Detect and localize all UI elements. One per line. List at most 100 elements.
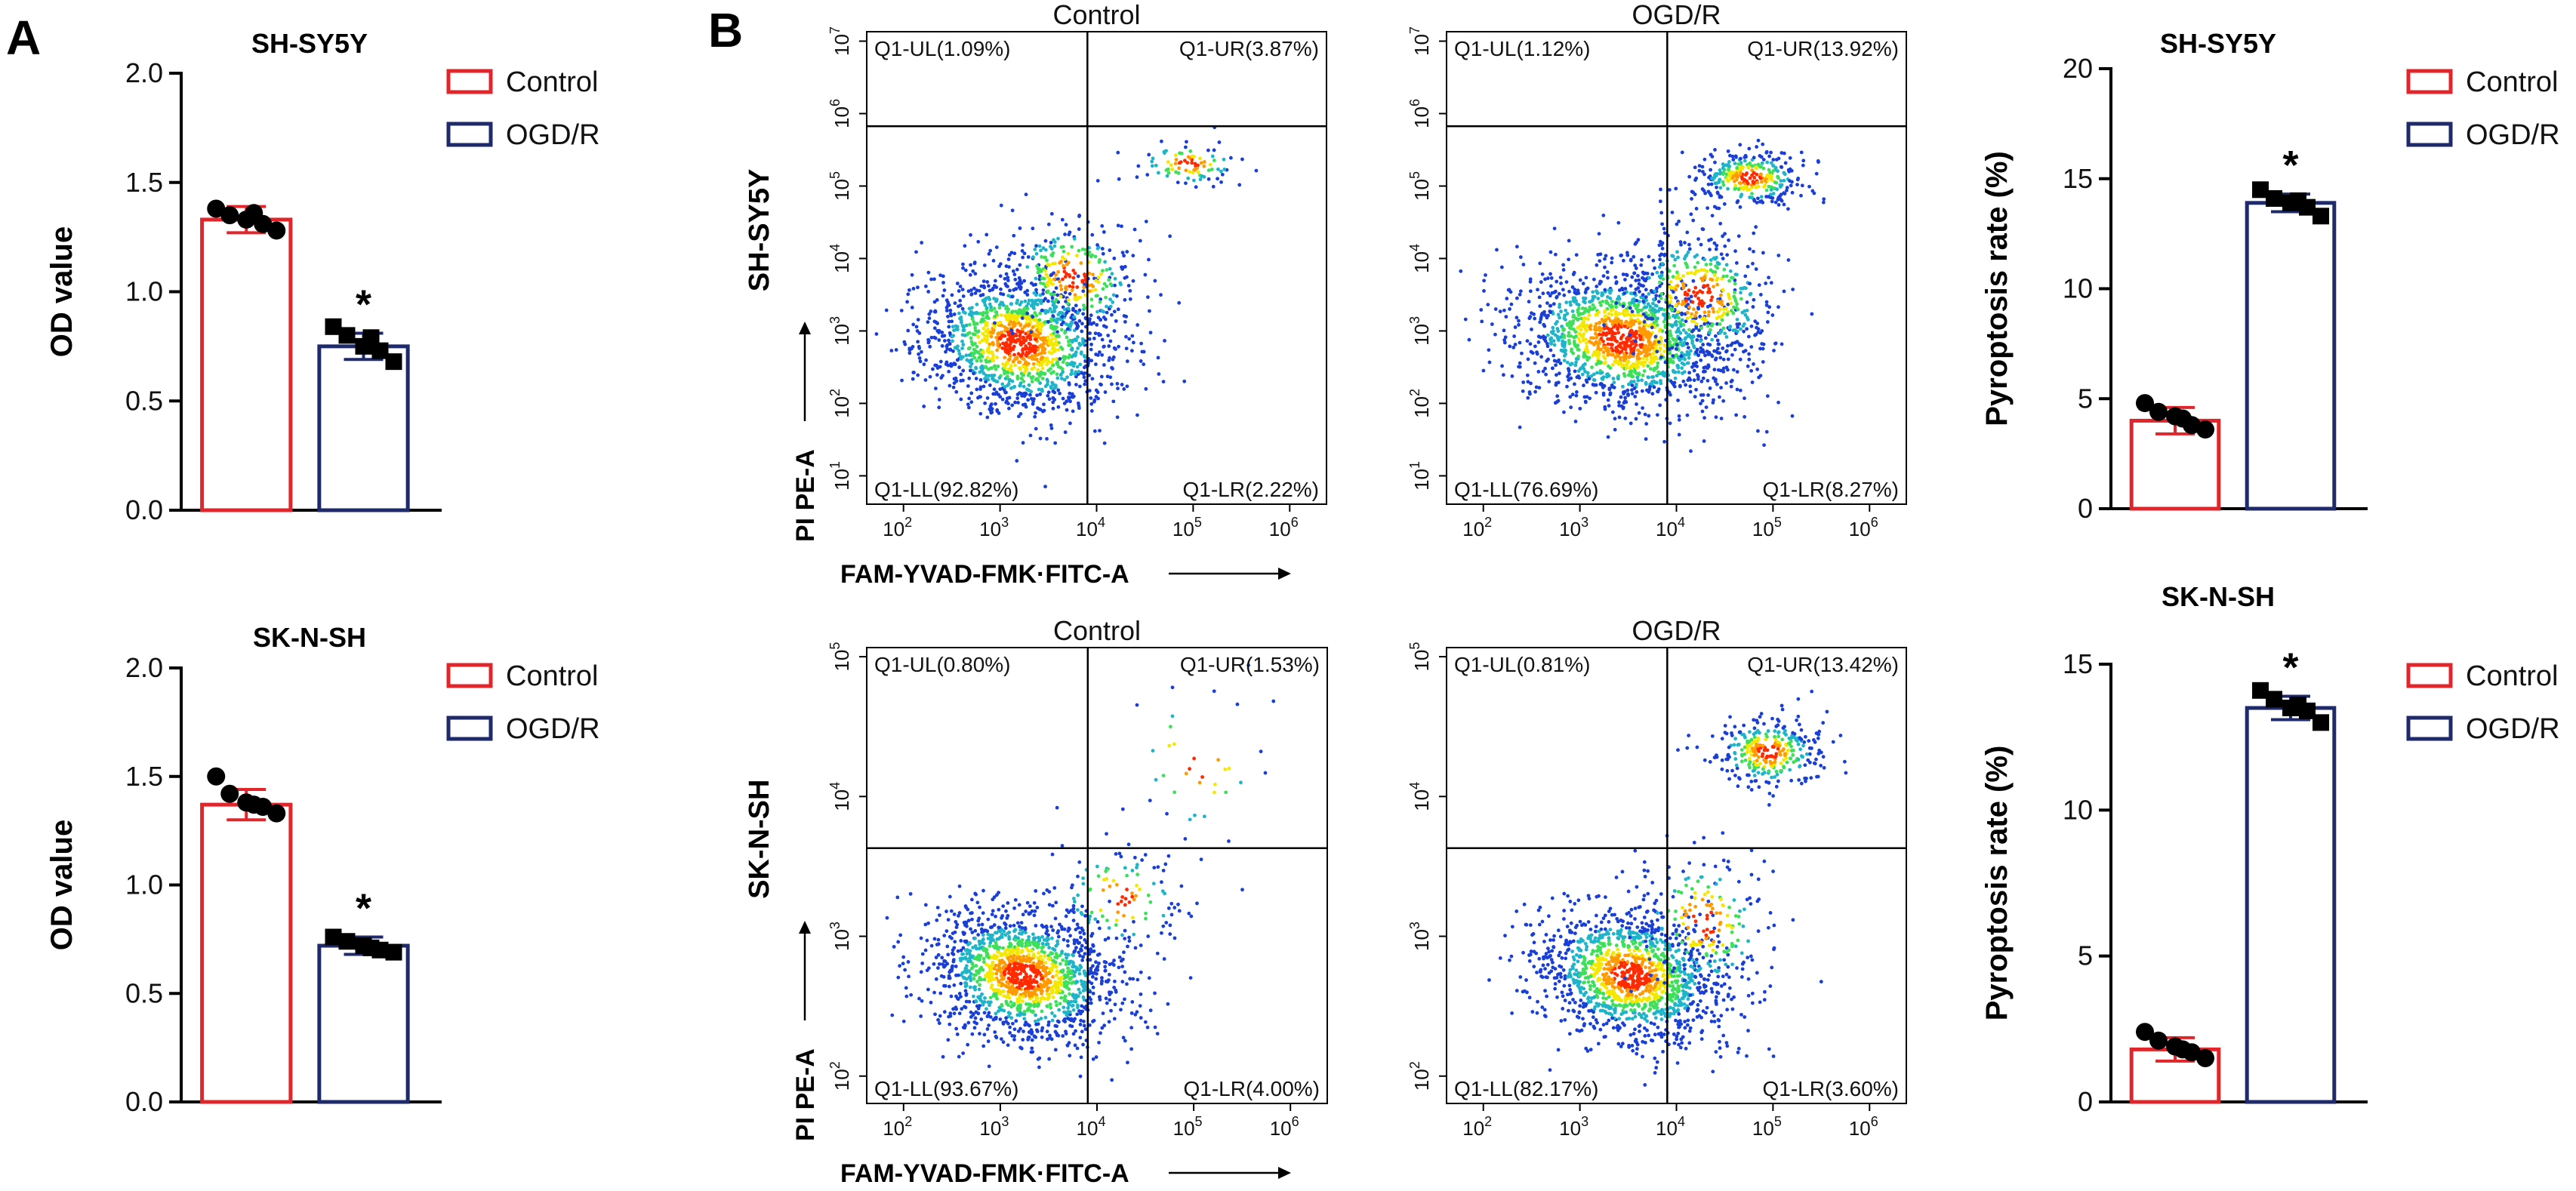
y-axis-label: Pyroptosis rate (%) [1980, 151, 2014, 426]
quadrant-ur: Q1-UR(13.42%) [1747, 653, 1899, 676]
data-point [2252, 181, 2269, 198]
data-point [267, 804, 286, 823]
x-tick-label: 103 [1559, 1114, 1588, 1140]
quadrant-ll: Q1-LL(82.17%) [1454, 1077, 1598, 1100]
y-tick-label: 1.0 [125, 276, 163, 307]
legend-label-ogdr: OGD/R [506, 713, 600, 745]
pyro-shsy5y-chart: SH-SY5Y Pyroptosis rate (%) 0 5 10 15 20 * Contr… [1980, 28, 2560, 524]
x-axis-label: FAM-YVAD-FMK·FITC-A [840, 1159, 1129, 1188]
y-tick-label: 1.5 [125, 167, 163, 198]
data-point [2252, 682, 2269, 699]
bar-ogdr [317, 943, 410, 1104]
y-tick-label: 105 [827, 642, 853, 672]
x-tick-label: 102 [883, 515, 912, 540]
bar-ogdr [2245, 706, 2337, 1104]
legend-swatch-control [446, 663, 493, 688]
data-point [2313, 208, 2329, 225]
y-tick-label: 104 [1407, 244, 1433, 273]
data-point [2149, 1031, 2168, 1050]
event-dots [885, 663, 1276, 1082]
y-axis-label: PI PE-A [791, 1048, 820, 1141]
quadrant-ll: Q1-LL(93.67%) [874, 1077, 1018, 1100]
data-point [325, 928, 342, 946]
legend: Control OGD/R [446, 66, 600, 151]
chart-title: SK-N-SH [2162, 581, 2275, 612]
data-point [207, 199, 226, 218]
y-axis-label: OD value [45, 226, 79, 357]
event-dots [874, 125, 1259, 489]
x-axis-arrowhead [1278, 568, 1291, 580]
significance-mark: * [2282, 143, 2298, 188]
y-tick-label: 106 [1407, 99, 1433, 128]
y-tick-label: 103 [1407, 316, 1433, 346]
x-tick-label: 106 [1269, 515, 1299, 540]
y-tick-label: 101 [827, 461, 853, 491]
y-tick-label: 15 [2063, 163, 2093, 194]
legend-swatch-ogdr [2406, 122, 2453, 147]
data-point [2136, 1023, 2154, 1042]
y-tick-label: 103 [827, 316, 853, 346]
data-point [2136, 394, 2154, 413]
data-point [338, 933, 356, 950]
x-axis-label: FAM-YVAD-FMK·FITC-A [840, 560, 1129, 589]
data-point [362, 939, 380, 956]
x-tick-label: 103 [1559, 515, 1588, 540]
quadrant-lr: Q1-LR(2.22%) [1182, 478, 1319, 501]
legend-label-ogdr: OGD/R [2466, 713, 2560, 745]
x-tick-label: 105 [1752, 1114, 1782, 1140]
legend: Control OGD/R [446, 660, 600, 745]
y-tick-label: 107 [827, 26, 853, 56]
plot-frame [1446, 31, 1907, 505]
x-tick-label: 106 [1849, 515, 1878, 540]
legend-label-control: Control [506, 660, 599, 692]
x-tick-label: 106 [1270, 1114, 1299, 1140]
y-tick-label: 1.5 [125, 761, 163, 792]
quadrant-ur: Q1-UR(13.92%) [1747, 37, 1899, 60]
plot-title: OGD/R [1632, 0, 1721, 30]
y-axis-arrowhead [799, 921, 811, 934]
y-tick-label: 5 [2078, 383, 2093, 414]
data-point [371, 342, 389, 359]
data-point [220, 206, 239, 225]
y-axis-arrowhead [799, 322, 811, 334]
legend-label-ogdr: OGD/R [506, 119, 600, 151]
legend-swatch-ogdr [446, 122, 493, 147]
y-tick-label: 2.0 [125, 652, 163, 683]
data-point [362, 329, 380, 346]
y-tick-label: 101 [1407, 461, 1433, 491]
data-point [2290, 192, 2306, 209]
flow-shsy5y-control: Control Q1-UL(1.09%) Q1-UR(3.87%) Q1-LL(92.… [744, 0, 1327, 589]
y-tick-label: 102 [1407, 389, 1433, 418]
data-point [385, 353, 402, 371]
data-point [325, 318, 342, 335]
data-point [338, 327, 356, 344]
data-point [2290, 697, 2306, 714]
row-label: SK-N-SH [744, 780, 775, 899]
x-tick-label: 102 [883, 1114, 912, 1140]
quadrant-ur: Q1-UR(3.87%) [1179, 37, 1319, 60]
y-tick-label: 0 [2078, 493, 2093, 524]
y-tick-label: 104 [827, 782, 853, 811]
row-label: SH-SY5Y [744, 169, 775, 292]
y-tick-label: 104 [827, 244, 853, 273]
bar-ogdr [317, 344, 410, 512]
significance-mark: * [356, 886, 371, 931]
data-point [2313, 714, 2329, 731]
data-point [207, 767, 226, 786]
legend-label-control: Control [2466, 66, 2559, 98]
data-point [2196, 1049, 2214, 1067]
od-shsy5y-chart: SH-SY5Y OD value 0.0 0.5 1.0 1.5 2.0 * Control OG… [45, 28, 600, 525]
legend-swatch-ogdr [2406, 716, 2453, 741]
x-axis-arrowhead [1278, 1167, 1291, 1179]
significance-mark: * [2282, 645, 2298, 691]
data-point [385, 943, 402, 961]
quadrant-ul: Q1-UL(0.80%) [874, 653, 1011, 676]
x-tick-label: 103 [979, 1114, 1009, 1140]
x-tick-label: 104 [1656, 515, 1685, 540]
y-tick-label: 102 [1407, 1061, 1433, 1091]
event-dots [1459, 138, 1826, 454]
significance-mark: * [356, 282, 371, 328]
data-point [2196, 420, 2214, 439]
x-tick-label: 102 [1462, 515, 1492, 540]
